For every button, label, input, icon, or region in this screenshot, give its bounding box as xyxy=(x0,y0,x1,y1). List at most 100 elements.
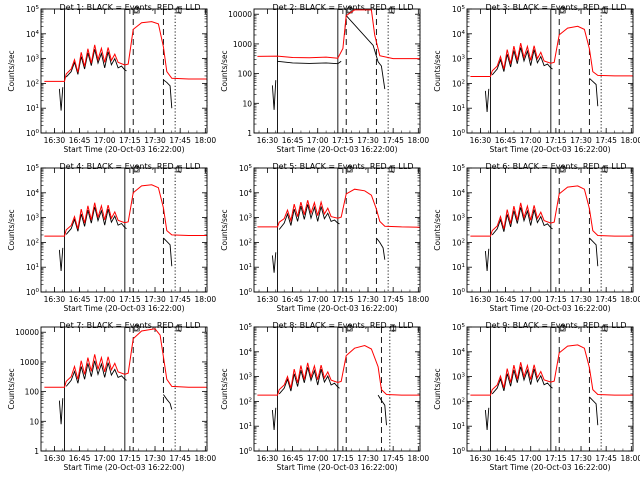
lld-series-line xyxy=(257,188,420,228)
x-axis-label: Start Time (20-Oct-03 16:22:00) xyxy=(489,304,610,313)
marker-box-label: 3 xyxy=(347,164,352,173)
marker-box xyxy=(175,325,182,332)
y-tick-label: 105 xyxy=(239,164,253,173)
y-tick-label: 105 xyxy=(452,323,466,332)
x-axis-label: Start Time (20-Oct-03 16:22:00) xyxy=(276,304,397,313)
x-tick-label: 17:45 xyxy=(595,136,617,145)
x-tick-label: 17:30 xyxy=(570,136,592,145)
events-series-line-stub xyxy=(58,87,64,111)
marker-box xyxy=(601,325,608,332)
y-tick-label: 102 xyxy=(26,238,39,247)
marker-box-label: 1 xyxy=(389,164,394,173)
marker-box xyxy=(559,7,566,14)
x-tick-label: 17:15 xyxy=(332,136,354,145)
events-series-line xyxy=(65,49,127,78)
marker-box xyxy=(133,166,140,173)
marker-box xyxy=(390,325,397,332)
y-tick-label: 103 xyxy=(26,55,40,64)
marker-box xyxy=(601,7,608,14)
x-tick-label: 17:00 xyxy=(520,295,542,304)
plot-frame xyxy=(40,8,208,134)
y-tick-label: 105 xyxy=(26,164,40,173)
marker-box-label: 1 xyxy=(176,164,181,173)
x-tick-label: 17:45 xyxy=(169,136,191,145)
x-tick-label: 16:30 xyxy=(470,136,492,145)
y-tick-label: 105 xyxy=(239,323,253,332)
lld-series-line xyxy=(257,9,420,60)
y-tick-label: 100 xyxy=(452,447,466,456)
y-tick-label: 102 xyxy=(452,79,465,88)
marker-box-label: 1 xyxy=(602,164,607,173)
x-tick-label: 17:15 xyxy=(332,295,354,304)
y-tick-label: 102 xyxy=(239,397,252,406)
x-tick-label: 16:30 xyxy=(257,454,279,463)
detector-panel-8: Det 8: BLACK = Events, RED = LLD 100 101 10… xyxy=(220,321,429,472)
marker-box xyxy=(133,7,140,14)
events-series-line-stub xyxy=(271,80,277,110)
panel-title: Det 6: BLACK = Events, RED = LLD xyxy=(486,162,627,171)
events-series-line-stub xyxy=(58,247,64,272)
x-tick-label: 16:45 xyxy=(495,136,517,145)
marker-box-label: 3 xyxy=(134,323,139,332)
x-tick-label: 18:00 xyxy=(621,454,640,463)
x-tick-label: 18:00 xyxy=(195,136,217,145)
x-tick-label: 17:30 xyxy=(144,295,166,304)
y-tick-label: 100 xyxy=(25,388,40,397)
y-tick-label: 104 xyxy=(239,189,253,198)
events-series-line-stub xyxy=(271,407,277,431)
events-series-line xyxy=(491,366,553,395)
y-tick-label: 104 xyxy=(26,30,40,39)
marker-box-label: 3 xyxy=(560,323,565,332)
events-series-line-tail xyxy=(163,237,173,267)
events-series-line-stub xyxy=(484,88,490,113)
x-tick-label: 17:00 xyxy=(520,454,542,463)
panel-title: Det 4: BLACK = Events, RED = LLD xyxy=(60,162,201,171)
lld-series-line xyxy=(257,344,420,396)
series-layer xyxy=(44,184,207,272)
x-tick-label: 17:15 xyxy=(119,454,141,463)
y-tick-label: 103 xyxy=(452,373,466,382)
x-tick-label: 17:00 xyxy=(307,454,329,463)
marker-box-label: 3 xyxy=(560,5,565,14)
x-tick-label: 17:30 xyxy=(570,454,592,463)
lld-series-line xyxy=(44,328,207,388)
x-tick-label: 17:00 xyxy=(307,136,329,145)
y-tick-label: 103 xyxy=(239,373,253,382)
detector-panel-3: Det 3: BLACK = Events, RED = LLD 100 101 10… xyxy=(433,3,640,154)
y-axis-label: Counts/sec xyxy=(7,50,16,91)
y-tick-label: 100 xyxy=(26,288,40,297)
marker-box xyxy=(559,325,566,332)
marker-box xyxy=(388,7,395,14)
x-tick-label: 16:30 xyxy=(257,136,279,145)
x-tick-label: 18:00 xyxy=(195,295,217,304)
x-tick-label: 16:30 xyxy=(44,295,66,304)
x-tick-label: 16:45 xyxy=(495,295,517,304)
plot-frame xyxy=(253,167,421,293)
x-axis-label: Start Time (20-Oct-03 16:22:00) xyxy=(276,463,397,472)
plot-frame xyxy=(253,8,421,134)
y-tick-label: 1 xyxy=(34,447,39,456)
plot-frame xyxy=(466,167,634,293)
marker-box xyxy=(133,325,140,332)
detector-panel-5: Det 5: BLACK = Events, RED = LLD 100 101 10… xyxy=(220,162,429,313)
events-series-line-tail xyxy=(163,394,173,410)
x-tick-label: 17:30 xyxy=(357,295,379,304)
y-axis-label: Counts/sec xyxy=(7,209,16,250)
marker-box-label: 3 xyxy=(560,164,565,173)
y-tick-label: 100 xyxy=(452,129,466,138)
y-axis-label: Counts/sec xyxy=(433,368,442,409)
marker-box xyxy=(175,166,182,173)
y-tick-label: 100 xyxy=(238,70,253,79)
y-tick-label: 105 xyxy=(452,5,466,14)
y-tick-label: 10000 xyxy=(15,328,39,337)
marker-box-label: 3 xyxy=(347,323,352,332)
detector-panel-4: Det 4: BLACK = Events, RED = LLD 100 101 10… xyxy=(7,162,216,313)
x-tick-label: 17:30 xyxy=(144,136,166,145)
marker-box-label: 1 xyxy=(176,5,181,14)
y-tick-label: 101 xyxy=(452,422,465,431)
marker-box xyxy=(346,325,353,332)
x-axis-label: Start Time (20-Oct-03 16:22:00) xyxy=(63,145,184,154)
y-tick-label: 101 xyxy=(452,263,465,272)
y-tick-label: 104 xyxy=(452,189,466,198)
x-tick-label: 16:45 xyxy=(495,454,517,463)
